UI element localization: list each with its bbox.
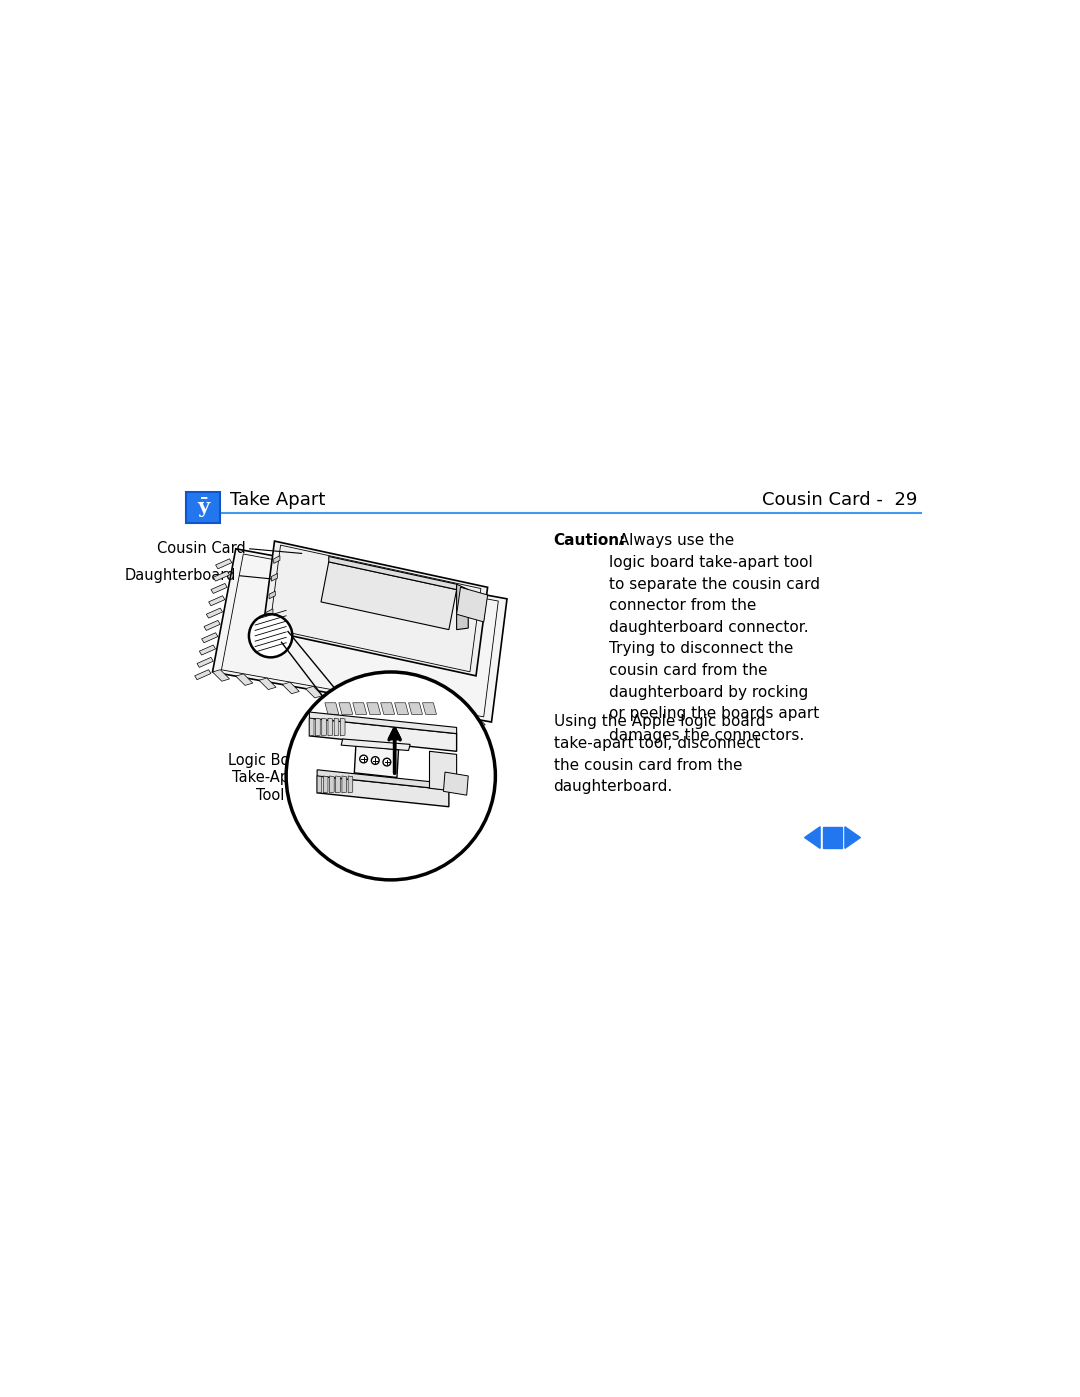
Text: Always use the
logic board take-apart tool
to separate the cousin card
connector: Always use the logic board take-apart to…: [609, 534, 821, 743]
Polygon shape: [318, 770, 449, 789]
Polygon shape: [336, 775, 340, 793]
Polygon shape: [399, 703, 416, 715]
Text: Take Apart: Take Apart: [230, 492, 325, 510]
Polygon shape: [845, 827, 861, 848]
Polygon shape: [353, 703, 367, 714]
Polygon shape: [200, 645, 216, 655]
Polygon shape: [328, 690, 346, 703]
Polygon shape: [328, 556, 457, 590]
Polygon shape: [309, 718, 314, 736]
Polygon shape: [194, 669, 211, 680]
Polygon shape: [309, 718, 457, 752]
Polygon shape: [323, 775, 328, 793]
Polygon shape: [394, 703, 408, 714]
Polygon shape: [273, 556, 280, 563]
Polygon shape: [457, 584, 469, 630]
Text: Using the Apple logic board
take-apart tool, disconnect
the cousin card from the: Using the Apple logic board take-apart t…: [554, 714, 765, 793]
Polygon shape: [213, 549, 507, 722]
Polygon shape: [202, 633, 218, 643]
Polygon shape: [457, 587, 488, 622]
Polygon shape: [348, 775, 353, 793]
Text: Daughterboard: Daughterboard: [124, 569, 235, 583]
Polygon shape: [444, 773, 469, 795]
Polygon shape: [334, 718, 339, 736]
Polygon shape: [805, 827, 820, 848]
Polygon shape: [408, 703, 422, 714]
Polygon shape: [422, 703, 436, 714]
Polygon shape: [328, 718, 333, 736]
Polygon shape: [306, 686, 323, 698]
Polygon shape: [309, 712, 457, 733]
Polygon shape: [430, 752, 457, 791]
Polygon shape: [213, 669, 230, 682]
Polygon shape: [213, 571, 230, 581]
Polygon shape: [322, 718, 326, 736]
Polygon shape: [315, 718, 321, 736]
Polygon shape: [216, 559, 232, 569]
Polygon shape: [267, 609, 273, 616]
Polygon shape: [318, 775, 449, 806]
Text: Logic Board
Take-Apart
Tool: Logic Board Take-Apart Tool: [228, 753, 313, 803]
Polygon shape: [340, 718, 345, 736]
Polygon shape: [318, 775, 322, 793]
Polygon shape: [271, 573, 278, 581]
Polygon shape: [204, 620, 220, 630]
Polygon shape: [259, 678, 276, 690]
Circle shape: [383, 759, 391, 766]
Polygon shape: [325, 703, 339, 714]
Polygon shape: [206, 608, 222, 617]
Circle shape: [286, 672, 496, 880]
Text: Caution:: Caution:: [554, 534, 626, 549]
Polygon shape: [211, 584, 227, 594]
Text: Cousin Card: Cousin Card: [157, 541, 246, 556]
Text: Cousin Card -  29: Cousin Card - 29: [762, 492, 918, 510]
Polygon shape: [197, 658, 213, 668]
Polygon shape: [380, 703, 394, 714]
Polygon shape: [342, 775, 347, 793]
Polygon shape: [341, 739, 410, 750]
Polygon shape: [339, 703, 353, 714]
Circle shape: [248, 615, 293, 658]
Circle shape: [372, 757, 379, 764]
Polygon shape: [321, 562, 457, 630]
Polygon shape: [445, 711, 462, 722]
Polygon shape: [265, 627, 271, 634]
Polygon shape: [469, 715, 485, 726]
Polygon shape: [235, 673, 253, 686]
Polygon shape: [375, 698, 392, 711]
Polygon shape: [354, 745, 399, 778]
Polygon shape: [262, 541, 488, 676]
FancyBboxPatch shape: [823, 827, 841, 848]
Polygon shape: [269, 591, 275, 599]
Text: ȳ: ȳ: [198, 497, 210, 517]
Polygon shape: [367, 703, 380, 714]
Polygon shape: [282, 682, 299, 694]
FancyArrowPatch shape: [390, 729, 400, 773]
Polygon shape: [329, 775, 334, 793]
Polygon shape: [422, 707, 438, 719]
Polygon shape: [208, 595, 225, 606]
Circle shape: [360, 756, 367, 763]
Polygon shape: [352, 694, 369, 707]
FancyBboxPatch shape: [186, 492, 220, 522]
